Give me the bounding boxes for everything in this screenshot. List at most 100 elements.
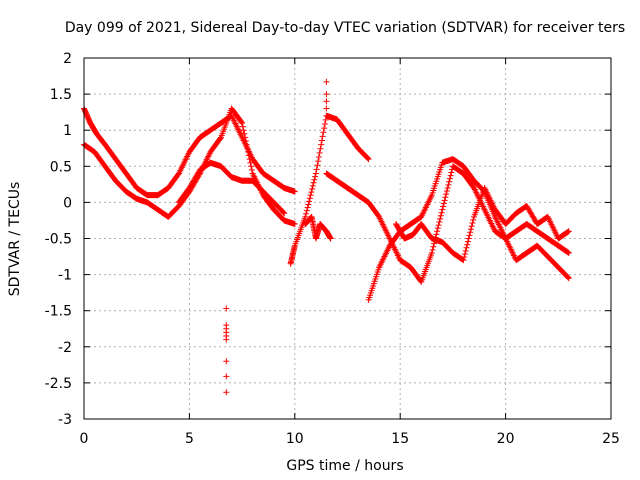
data-point xyxy=(318,141,325,148)
data-point xyxy=(319,133,326,140)
data-point xyxy=(465,235,472,242)
data-point xyxy=(314,162,321,169)
data-point xyxy=(302,213,309,220)
data-point xyxy=(316,149,323,156)
data-point xyxy=(247,159,254,166)
data-point xyxy=(242,138,249,145)
data-point xyxy=(444,184,451,191)
x-tick-labels: 0 5 10 15 20 25 xyxy=(80,431,620,447)
data-point xyxy=(466,232,473,239)
data-point xyxy=(280,209,287,216)
data-point xyxy=(437,215,444,222)
data-point xyxy=(463,244,470,251)
data-point xyxy=(217,135,224,142)
data-point xyxy=(440,203,447,210)
data-point xyxy=(565,249,572,256)
data-point xyxy=(323,78,330,85)
y-axis-label: SDTVAR / TECUs xyxy=(7,182,23,297)
data-point xyxy=(243,141,250,148)
data-point xyxy=(303,210,310,217)
x-tick-label: 5 xyxy=(185,431,194,447)
data-point xyxy=(461,250,468,257)
data-point xyxy=(364,155,371,162)
data-point xyxy=(320,129,327,136)
y-tick-label: 0.5 xyxy=(50,159,72,175)
y-tick-label: 1.5 xyxy=(50,87,72,103)
data-point xyxy=(470,216,477,223)
data-point xyxy=(309,182,316,189)
y-tick-label: -2.5 xyxy=(45,376,72,392)
data-point xyxy=(240,127,247,134)
data-point xyxy=(245,148,252,155)
data-point xyxy=(303,207,310,214)
data-point xyxy=(307,192,314,199)
data-point xyxy=(312,173,319,180)
data-point xyxy=(448,169,455,176)
data-point xyxy=(312,170,319,177)
data-point xyxy=(315,154,322,161)
data-point xyxy=(439,206,446,213)
data-point xyxy=(565,274,572,281)
data-point xyxy=(311,176,318,183)
chart-title: Day 099 of 2021, Sidereal Day-to-day VTE… xyxy=(65,20,625,36)
y-tick-label: -0.5 xyxy=(45,232,72,248)
data-point xyxy=(238,118,245,125)
x-tick-label: 10 xyxy=(286,431,304,447)
data-point xyxy=(447,172,454,179)
y-tick-label: -1 xyxy=(58,268,72,284)
data-point xyxy=(468,223,475,230)
x-tick-label: 15 xyxy=(391,431,409,447)
data-point xyxy=(462,247,469,254)
axis-ticks xyxy=(83,57,612,420)
data-point xyxy=(306,195,313,202)
x-tick-label: 25 xyxy=(602,431,620,447)
data-point xyxy=(304,204,311,211)
x-tick-label: 20 xyxy=(497,431,515,447)
data-point xyxy=(315,158,322,165)
data-point xyxy=(241,130,248,137)
x-tick-label: 0 xyxy=(80,431,89,447)
data-point xyxy=(313,166,320,173)
data-point xyxy=(435,222,442,229)
data-point xyxy=(291,188,298,195)
data-point xyxy=(323,105,330,112)
data-point xyxy=(223,389,230,396)
y-tick-label: -2 xyxy=(58,340,72,356)
data-points xyxy=(81,78,572,396)
data-point xyxy=(469,220,476,227)
data-point xyxy=(223,305,230,312)
y-tick-label: 1 xyxy=(63,123,72,139)
data-point xyxy=(239,119,246,126)
data-point xyxy=(464,241,471,248)
data-point xyxy=(309,185,316,192)
data-point xyxy=(429,246,436,253)
data-point xyxy=(440,200,447,207)
data-point xyxy=(430,243,437,250)
data-point xyxy=(323,98,330,105)
data-point xyxy=(446,178,453,185)
data-point xyxy=(445,181,452,188)
data-point xyxy=(467,229,474,236)
data-point xyxy=(437,212,444,219)
data-point xyxy=(460,257,467,264)
y-tick-labels: -3 -2.5 -2 -1.5 -1 -0.5 0 0.5 1 1.5 2 xyxy=(45,51,72,428)
data-point xyxy=(322,116,329,123)
y-tick-label: -1.5 xyxy=(45,304,72,320)
data-point xyxy=(446,175,453,182)
data-point xyxy=(305,201,312,208)
data-point xyxy=(464,238,471,245)
data-point xyxy=(441,197,448,204)
y-tick-label: 2 xyxy=(63,51,72,67)
data-point xyxy=(310,179,317,186)
data-point xyxy=(242,134,249,141)
data-point xyxy=(428,249,435,256)
data-point xyxy=(467,226,474,233)
data-point xyxy=(443,191,450,198)
data-point xyxy=(306,198,313,205)
data-point xyxy=(433,231,440,238)
data-point xyxy=(434,225,441,232)
data-point xyxy=(223,336,230,343)
data-point xyxy=(565,228,572,235)
